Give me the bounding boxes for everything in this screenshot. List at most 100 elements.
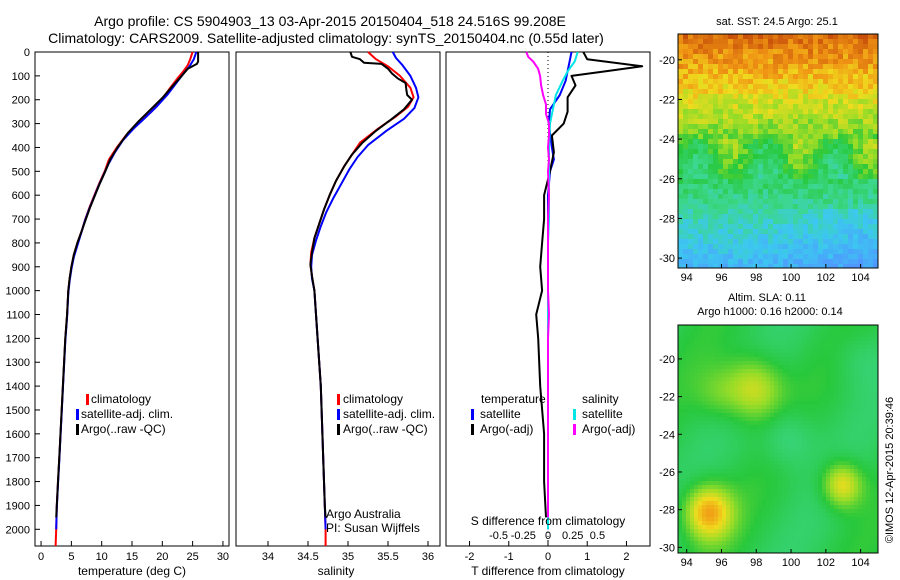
- map-cell: [818, 497, 823, 502]
- map-cell: [753, 74, 759, 80]
- map-cell: [862, 401, 867, 406]
- map-cell: [848, 259, 854, 265]
- map-cell: [802, 517, 807, 522]
- map-cell: [748, 199, 754, 205]
- map-cell: [778, 441, 783, 446]
- map-cell: [763, 59, 769, 65]
- map-cell: [738, 505, 743, 510]
- map-cell: [802, 389, 807, 394]
- map-cell: [782, 401, 787, 406]
- map-cell: [803, 214, 809, 220]
- map-cell: [763, 79, 769, 85]
- map-cell: [753, 159, 759, 165]
- map-cell: [826, 493, 831, 498]
- map-cell: [742, 365, 747, 370]
- map-cell: [766, 433, 771, 438]
- map-cell: [826, 521, 831, 526]
- map-cell: [823, 159, 829, 165]
- map-cell: [838, 169, 844, 175]
- map-cell: [850, 545, 855, 550]
- map-cell: [778, 385, 783, 390]
- map-cell: [794, 461, 799, 466]
- map-cell: [746, 473, 751, 478]
- map-cell: [718, 134, 724, 140]
- map-cell: [694, 449, 699, 454]
- map-cell: [706, 481, 711, 486]
- map-cell: [734, 445, 739, 450]
- map-cell: [713, 249, 719, 255]
- map-cell: [698, 525, 703, 530]
- map-cell: [793, 44, 799, 50]
- map-cell: [686, 409, 691, 414]
- map-cell: [842, 337, 847, 342]
- map-cell: [810, 549, 815, 554]
- map-cell: [718, 377, 723, 382]
- map-cell: [873, 134, 879, 140]
- map-cell: [803, 209, 809, 215]
- map-cell: [703, 59, 709, 65]
- map-cell: [686, 469, 691, 474]
- map-cell: [828, 204, 834, 210]
- map-cell: [710, 429, 715, 434]
- map-cell: [850, 533, 855, 538]
- map-cell: [686, 325, 691, 330]
- map-cell: [843, 179, 849, 185]
- map-cell: [718, 509, 723, 514]
- map-cell: [813, 209, 819, 215]
- map-cell: [814, 513, 819, 518]
- map-cell: [866, 401, 871, 406]
- map-cell: [813, 84, 819, 90]
- map-cell: [778, 409, 783, 414]
- map-cell: [802, 461, 807, 466]
- map-cell: [738, 413, 743, 418]
- map-cell: [738, 445, 743, 450]
- map-cell: [750, 525, 755, 530]
- map-cell: [813, 54, 819, 60]
- map-cell: [848, 194, 854, 200]
- map-cell: [694, 361, 699, 366]
- map-cell: [713, 104, 719, 110]
- map-cell: [798, 239, 804, 245]
- s-diff-tick-label: 0.25: [562, 530, 583, 542]
- map-cell: [718, 361, 723, 366]
- map-cell: [823, 139, 829, 145]
- map-cell: [686, 537, 691, 542]
- map-cell: [853, 209, 859, 215]
- map-cell: [862, 429, 867, 434]
- map-cell: [778, 114, 784, 120]
- map-cell: [713, 139, 719, 145]
- map-cell: [802, 393, 807, 398]
- map-cell: [763, 44, 769, 50]
- map-cell: [802, 385, 807, 390]
- map-cell: [686, 377, 691, 382]
- map-cell: [778, 489, 783, 494]
- map-cell: [698, 139, 704, 145]
- map-cell: [753, 239, 759, 245]
- map-cell: [828, 264, 834, 269]
- map-cell: [683, 189, 689, 195]
- map-cell: [710, 345, 715, 350]
- map-cell: [874, 473, 879, 478]
- map-cell: [686, 501, 691, 506]
- map-cell: [874, 513, 879, 518]
- map-cell: [854, 469, 859, 474]
- map-cell: [750, 449, 755, 454]
- map-cell: [788, 209, 794, 215]
- map-cell: [866, 425, 871, 430]
- map-cell: [768, 74, 774, 80]
- map-cell: [703, 159, 709, 165]
- map-cell: [763, 224, 769, 230]
- map-cell: [698, 401, 703, 406]
- map-cell: [826, 365, 831, 370]
- map-cell: [782, 413, 787, 418]
- map-cell: [694, 537, 699, 542]
- map-cell: [723, 109, 729, 115]
- map-cell: [863, 109, 869, 115]
- map-cell: [774, 453, 779, 458]
- map-cell: [682, 357, 687, 362]
- map-cell: [782, 533, 787, 538]
- map-cell: [770, 501, 775, 506]
- map-cell: [763, 109, 769, 115]
- map-cell: [806, 413, 811, 418]
- map-cell: [690, 337, 695, 342]
